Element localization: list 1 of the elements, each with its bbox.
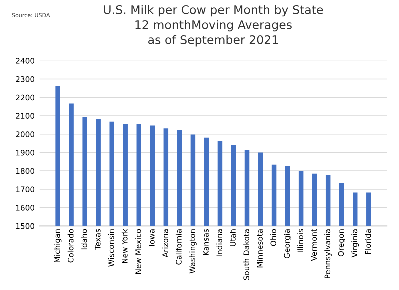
chart-title: U.S. Milk per Cow per Month by State 12 monthMoving Averages as of September 2021 xyxy=(104,5,324,47)
